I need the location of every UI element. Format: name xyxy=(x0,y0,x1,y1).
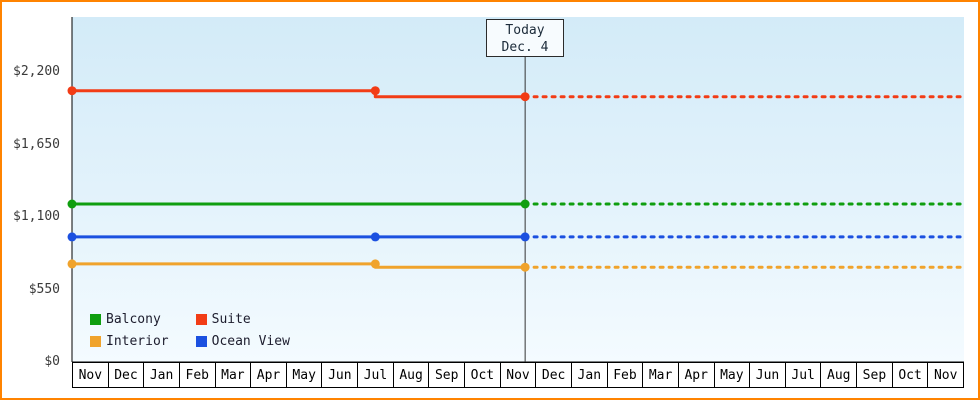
x-axis-month-row: Nov Dec Jan Feb Mar Apr May Jun Jul Aug Sep Oct Nov D… xyxy=(72,362,965,388)
series-marker-suite[interactable] xyxy=(520,92,530,102)
legend-label: Interior xyxy=(106,334,169,349)
series-marker-interior[interactable] xyxy=(67,259,77,269)
series-marker-interior[interactable] xyxy=(520,262,530,272)
y-axis-label: $0 xyxy=(44,354,60,369)
x-axis-month-cell: Dec xyxy=(535,362,572,388)
y-axis-label: $1,100 xyxy=(13,209,60,225)
plot-area xyxy=(72,17,964,362)
x-axis-month-cell: Feb xyxy=(178,362,216,388)
legend-item-interior: Interior xyxy=(90,334,169,349)
x-axis-month-cell: Apr xyxy=(250,362,287,388)
x-axis-month-cell: Jan xyxy=(143,362,180,388)
x-axis-month-cell: Jul xyxy=(784,362,822,388)
y-axis-label: $2,200 xyxy=(13,64,60,80)
x-axis-month-cell: Oct xyxy=(464,362,501,388)
x-axis-month-cell: May xyxy=(285,362,323,388)
legend-item-ocean-view: Ocean View xyxy=(195,334,290,349)
x-axis-month-cell: Nov xyxy=(72,362,109,388)
y-axis-label: $550 xyxy=(28,281,60,297)
x-axis-month-cell: Jun xyxy=(321,362,359,388)
x-axis-month-cell: Mar xyxy=(642,362,679,388)
x-axis-month-cell: Sep xyxy=(856,362,893,388)
series-marker-interior[interactable] xyxy=(370,259,380,269)
x-axis-month-cell: May xyxy=(713,362,751,388)
x-axis-month-cell: Sep xyxy=(428,362,466,388)
series-line-interior xyxy=(70,262,527,269)
x-axis-month-cell: Jun xyxy=(749,362,786,388)
series-line-suite xyxy=(70,89,527,99)
y-axis-label: $1,650 xyxy=(13,136,60,152)
x-axis-month-cell: Aug xyxy=(392,362,430,388)
series-marker-ocean-view[interactable] xyxy=(67,232,77,242)
series-marker-balcony[interactable] xyxy=(520,199,530,209)
x-axis-month-cell: Jan xyxy=(570,362,608,388)
x-axis-month-cell: Nov xyxy=(927,362,965,388)
today-date: Dec. 4 xyxy=(501,40,549,55)
legend-item-balcony: Balcony xyxy=(90,312,169,327)
x-axis-month-cell: Nov xyxy=(499,362,537,388)
legend-swatch xyxy=(195,336,207,347)
x-axis-month-cell: Aug xyxy=(820,362,858,388)
x-axis-month-cell: Jul xyxy=(357,362,394,388)
legend-label: Ocean View xyxy=(211,334,290,349)
legend-item-suite: Suite xyxy=(195,312,290,327)
series-marker-suite[interactable] xyxy=(370,86,380,96)
x-axis-month-cell: Oct xyxy=(891,362,929,388)
series-marker-ocean-view[interactable] xyxy=(520,232,530,242)
x-axis-month-cell: Mar xyxy=(214,362,252,388)
legend: Balcony Suite Interior Ocean View xyxy=(90,312,290,349)
legend-label: Balcony xyxy=(106,312,161,327)
today-label-box: Today Dec. 4 xyxy=(486,19,564,57)
legend-swatch xyxy=(195,314,207,325)
x-axis-month-cell: Dec xyxy=(107,362,145,388)
x-axis-month-cell: Feb xyxy=(606,362,644,388)
x-axis-month-cell: Apr xyxy=(677,362,715,388)
today-label: Today xyxy=(505,23,545,38)
series-marker-ocean-view[interactable] xyxy=(370,232,380,242)
legend-swatch xyxy=(90,336,101,347)
y-axis: $2,200 $1,650 $1,100 $550 $0 xyxy=(2,2,64,398)
legend-label: Suite xyxy=(211,312,251,327)
legend-swatch xyxy=(90,314,101,325)
series-marker-suite[interactable] xyxy=(67,86,77,96)
series-marker-balcony[interactable] xyxy=(67,199,77,209)
